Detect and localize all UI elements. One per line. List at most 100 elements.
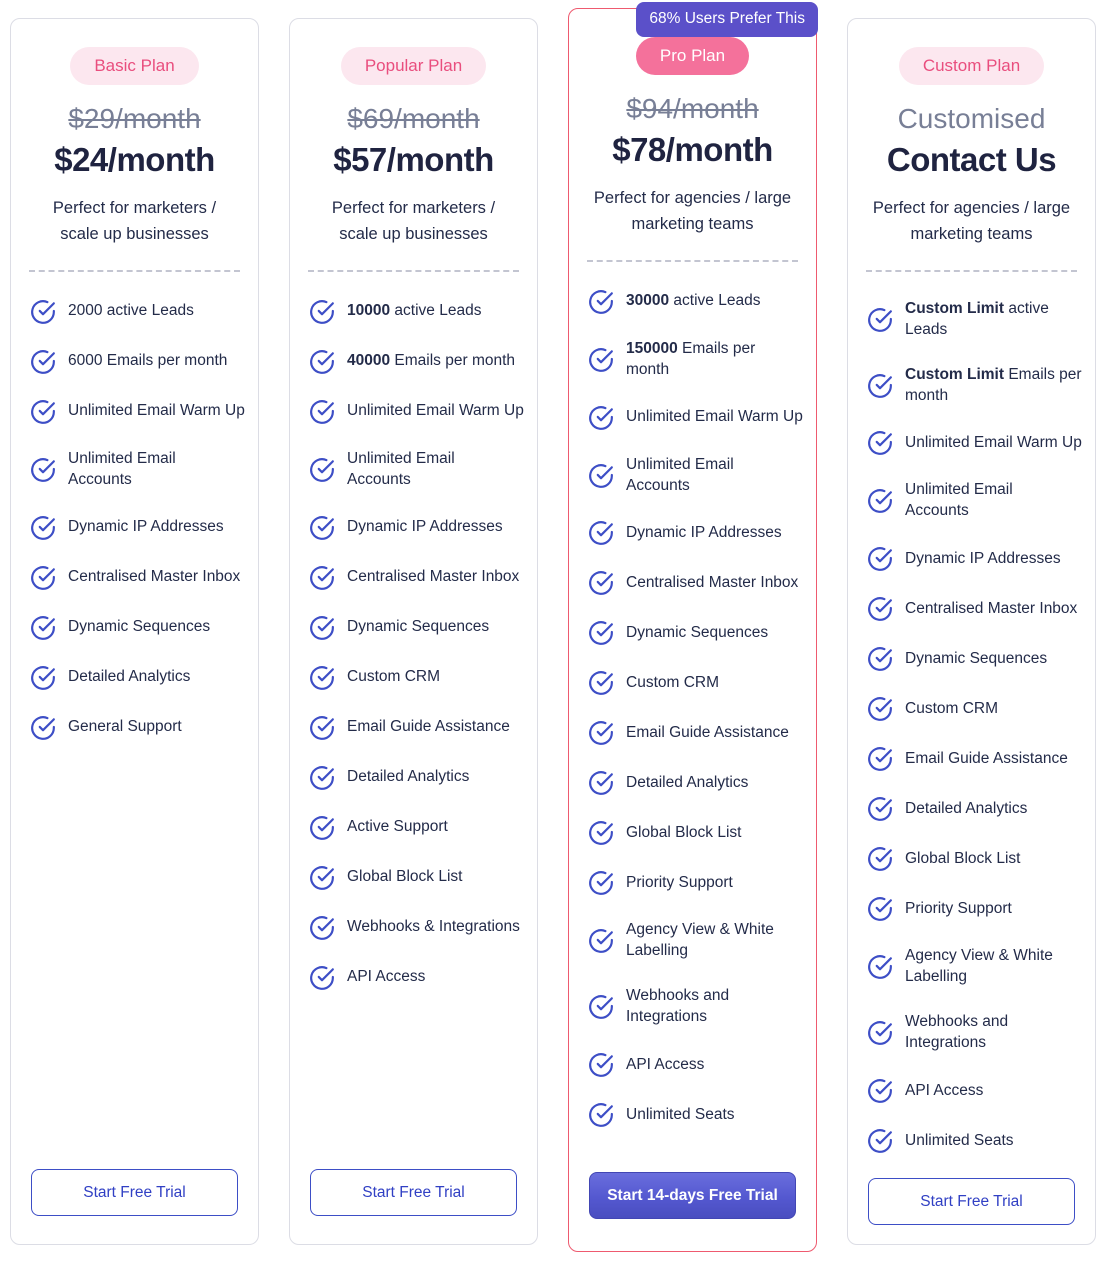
feature-label: Email Guide Assistance <box>905 749 1068 767</box>
feature-item: Unlimited Seats <box>867 1128 1082 1154</box>
cta-button[interactable]: Start Free Trial <box>868 1178 1075 1225</box>
feature-item: Detailed Analytics <box>309 765 524 791</box>
feature-label: Custom CRM <box>905 699 999 717</box>
price: Contact Us <box>886 141 1057 178</box>
check-circle-icon <box>588 570 614 596</box>
feature-label: 150000 Emails per month <box>626 339 756 378</box>
check-circle-icon <box>309 815 335 841</box>
feature-item: Unlimited Email Accounts <box>588 455 803 497</box>
feature-item: Unlimited Email Accounts <box>30 449 245 491</box>
feature-item: Dynamic Sequences <box>588 620 803 646</box>
price: $78/month <box>612 131 773 168</box>
feature-label: Active Support <box>347 818 448 836</box>
feature-item: 30000 active Leads <box>588 289 803 315</box>
cta-button[interactable]: Start Free Trial <box>31 1169 238 1216</box>
check-circle-icon <box>30 399 56 425</box>
feature-item: Unlimited Email Warm Up <box>867 430 1082 456</box>
feature-item: Dynamic Sequences <box>309 615 524 641</box>
feature-label: 40000 Emails per month <box>347 352 516 370</box>
check-circle-icon <box>588 720 614 746</box>
feature-item: Agency View & White Labelling <box>867 946 1082 988</box>
feature-item: Custom Limit Emails per month <box>867 365 1082 407</box>
check-circle-icon <box>588 820 614 846</box>
check-circle-icon <box>588 928 614 954</box>
divider <box>866 269 1077 272</box>
cta-button[interactable]: Start 14-days Free Trial <box>589 1172 796 1219</box>
feature-item: Detailed Analytics <box>30 665 245 691</box>
feature-label: Detailed Analytics <box>68 668 191 686</box>
feature-item: API Access <box>588 1052 803 1078</box>
feature-item: Global Block List <box>309 865 524 891</box>
feature-label: Detailed Analytics <box>905 799 1028 817</box>
feature-item: Custom Limit active Leads <box>867 299 1082 341</box>
feature-item: Global Block List <box>867 846 1082 872</box>
feature-label: Webhooks and Integrations <box>905 1013 1009 1052</box>
feature-item: Priority Support <box>867 896 1082 922</box>
feature-label: General Support <box>68 718 182 736</box>
check-circle-icon <box>867 896 893 922</box>
old-price: $69/month <box>347 103 480 134</box>
feature-label: Dynamic IP Addresses <box>905 549 1061 567</box>
feature-label: Dynamic Sequences <box>347 618 490 636</box>
feature-item: 150000 Emails per month <box>588 339 803 381</box>
check-circle-icon <box>867 546 893 572</box>
feature-label: 10000 active Leads <box>347 302 482 320</box>
check-circle-icon <box>588 347 614 373</box>
plan-description: Perfect for agencies / large marketing t… <box>872 199 1071 244</box>
feature-label: Unlimited Email Warm Up <box>905 434 1082 451</box>
feature-label: Detailed Analytics <box>626 774 749 791</box>
old-price: $94/month <box>626 93 759 124</box>
feature-item: Webhooks and Integrations <box>867 1012 1082 1054</box>
feature-label: Unlimited Email Warm Up <box>347 402 524 420</box>
feature-item: Unlimited Seats <box>588 1102 803 1128</box>
check-circle-icon <box>30 715 56 741</box>
check-circle-icon <box>588 289 614 315</box>
price: $57/month <box>333 141 494 178</box>
check-circle-icon <box>588 670 614 696</box>
check-circle-icon <box>30 349 56 375</box>
check-circle-icon <box>867 646 893 672</box>
plan-card-custom: Custom Plan Customised Contact Us Perfec… <box>847 18 1096 1245</box>
divider <box>308 269 519 272</box>
feature-label: API Access <box>626 1055 705 1073</box>
check-circle-icon <box>309 457 335 483</box>
feature-item: Custom CRM <box>867 696 1082 722</box>
check-circle-icon <box>867 373 893 399</box>
check-circle-icon <box>309 715 335 741</box>
feature-label: Custom CRM <box>347 668 441 686</box>
feature-list: 30000 active Leads 150000 Emails per mont… <box>569 289 816 1152</box>
price: $24/month <box>54 141 215 178</box>
feature-label: Global Block List <box>905 849 1021 867</box>
feature-list: Custom Limit active Leads Custom Limit Em… <box>848 299 1095 1178</box>
feature-item: Webhooks & Integrations <box>309 915 524 941</box>
feature-label: Centralised Master Inbox <box>905 599 1078 617</box>
plan-description: Perfect for marketers / scale up busines… <box>52 199 217 244</box>
check-circle-icon <box>309 299 335 325</box>
feature-item: Custom CRM <box>309 665 524 691</box>
feature-label: Dynamic Sequences <box>68 618 211 636</box>
feature-list: 2000 active Leads 6000 Emails per month Un… <box>11 299 258 765</box>
feature-item: Unlimited Email Warm Up <box>588 405 803 431</box>
feature-item: 6000 Emails per month <box>30 349 245 375</box>
feature-item: Dynamic IP Addresses <box>867 546 1082 572</box>
feature-label: Unlimited Seats <box>626 1105 735 1123</box>
feature-item: Centralised Master Inbox <box>309 565 524 591</box>
check-circle-icon <box>588 770 614 796</box>
divider <box>587 259 798 262</box>
feature-label: Global Block List <box>626 824 742 841</box>
feature-item: API Access <box>867 1078 1082 1104</box>
cta-button[interactable]: Start Free Trial <box>310 1169 517 1216</box>
feature-item: Email Guide Assistance <box>588 720 803 746</box>
feature-item: Dynamic Sequences <box>867 646 1082 672</box>
check-circle-icon <box>30 457 56 483</box>
check-circle-icon <box>309 865 335 891</box>
feature-item: Global Block List <box>588 820 803 846</box>
check-circle-icon <box>588 870 614 896</box>
plan-badge: Popular Plan <box>340 47 487 85</box>
feature-item: Custom CRM <box>588 670 803 696</box>
feature-item: Active Support <box>309 815 524 841</box>
feature-label: Dynamic Sequences <box>626 624 769 641</box>
check-circle-icon <box>309 515 335 541</box>
feature-label: Priority Support <box>905 899 1012 917</box>
